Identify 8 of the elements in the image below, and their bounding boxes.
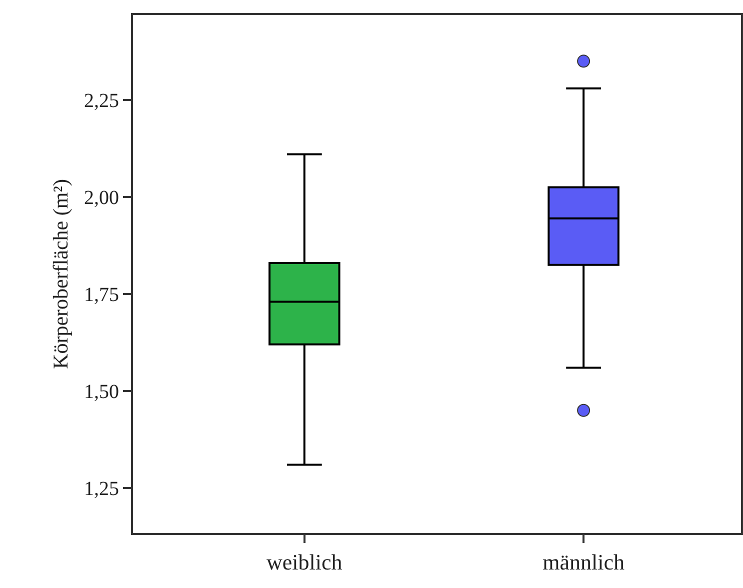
y-tick-label: 1,75 [84, 284, 119, 306]
y-tick-label: 2,25 [84, 90, 119, 112]
y-tick-label: 2,00 [84, 186, 119, 209]
x-tick-label: männlich [542, 549, 624, 574]
y-tick-label: 1,50 [84, 380, 119, 403]
x-tick-label: weiblich [266, 549, 342, 574]
y-tick-label: 1,25 [84, 478, 119, 500]
y-axis-title: Körperoberfläche (m²) [48, 179, 73, 369]
